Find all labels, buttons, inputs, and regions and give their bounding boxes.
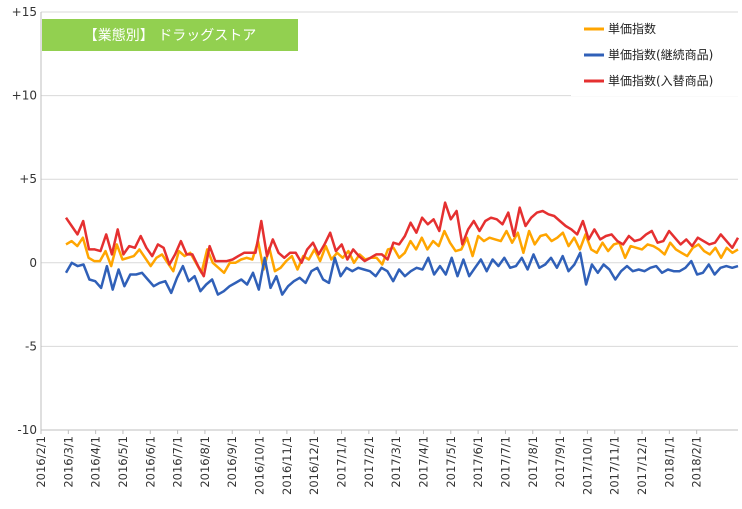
x-tick-label: 2017/11/1 (608, 436, 622, 495)
x-tick-label: 2018/2/1 (690, 436, 704, 488)
legend-label: 単価指数 (608, 21, 656, 36)
y-tick-label: +15 (12, 5, 37, 19)
x-tick-label: 2016/3/1 (61, 436, 75, 488)
chart-title-box: 【業態別】 ドラッグストア (42, 19, 298, 51)
x-tick-label: 2017/10/1 (580, 436, 594, 495)
y-tick-label: 0 (29, 256, 37, 270)
series-line-1 (64, 251, 739, 296)
series-lines (64, 201, 740, 296)
x-tick-label: 2017/7/1 (498, 436, 512, 488)
x-tick-label: 2017/6/1 (471, 436, 485, 488)
x-tick-label: 2016/10/1 (253, 436, 267, 495)
legend-label: 単価指数(継続商品) (608, 47, 713, 62)
x-tick-label: 2016/4/1 (89, 436, 103, 488)
y-tick-label: -10 (17, 423, 37, 437)
x-tick-label: 2016/11/1 (280, 436, 294, 495)
x-tick-label: 2016/8/1 (198, 436, 212, 488)
y-tick-labels: +15 +10 +5 0 -5 -10 (12, 5, 37, 437)
x-tick-label: 2017/5/1 (444, 436, 458, 488)
x-tick-label: 2017/8/1 (526, 436, 540, 488)
legend-item-continuing-products: 単価指数(継続商品) (584, 47, 713, 62)
series-line-0 (65, 229, 739, 275)
x-tick-label: 2016/2/1 (34, 436, 48, 488)
legend-item-unit-price-index: 単価指数 (584, 21, 656, 36)
x-tick-label: 2016/12/1 (307, 436, 321, 495)
x-tick-label: 2016/9/1 (225, 436, 239, 488)
x-tick-label: 2016/6/1 (143, 436, 157, 488)
x-tick-label: 2016/5/1 (116, 436, 130, 488)
x-tick-label: 2016/7/1 (171, 436, 185, 488)
x-tick-label: 2017/1/1 (335, 436, 349, 488)
series-line-2 (64, 201, 740, 278)
chart-title: 【業態別】 ドラッグストア (84, 28, 256, 44)
x-tick-label: 2017/4/1 (416, 436, 430, 488)
x-tick-label: 2017/3/1 (389, 436, 403, 488)
x-tick-label: 2017/2/1 (362, 436, 376, 488)
x-tick-label: 2017/12/1 (635, 436, 649, 495)
chart-title-background (42, 19, 298, 51)
y-tick-label: +5 (19, 172, 37, 186)
legend: 単価指数 単価指数(継続商品) 単価指数(入替商品) (571, 16, 739, 96)
y-tick-label: +10 (12, 89, 37, 103)
x-tick-label: 2017/9/1 (553, 436, 567, 488)
axes (40, 12, 738, 434)
x-tick-label: 2018/1/1 (662, 436, 676, 488)
y-tick-label: -5 (25, 339, 37, 353)
x-tick-labels: 2016/2/1 2016/3/1 2016/4/1 2016/5/1 2016/6/1… (34, 436, 704, 495)
legend-item-replaced-products: 単価指数(入替商品) (584, 73, 713, 88)
legend-label: 単価指数(入替商品) (608, 73, 713, 88)
